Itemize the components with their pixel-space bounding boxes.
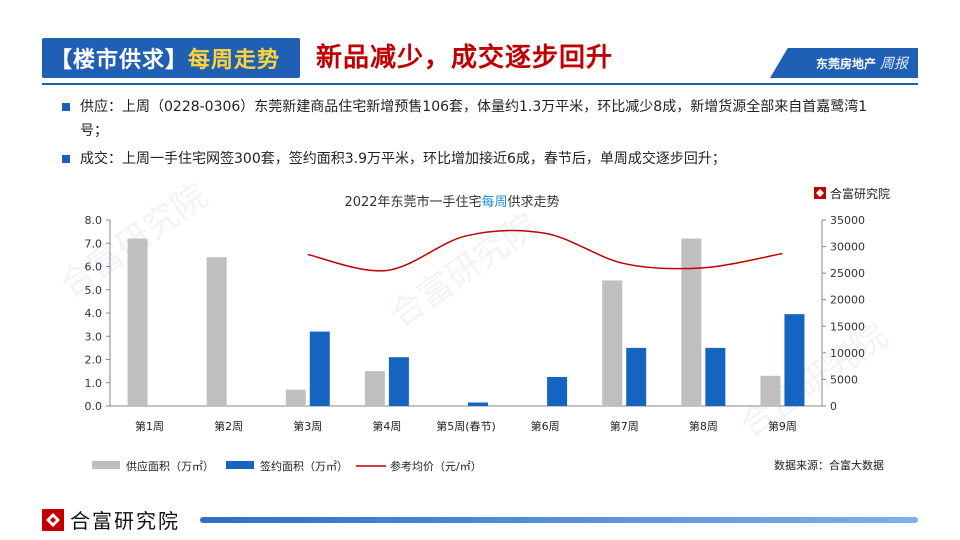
bullet-list: 供应：上周（0228-0306）东莞新建商品住宅新增预售106套，体量约1.3万… <box>62 95 892 175</box>
x-tick-label: 第1周 <box>135 419 164 433</box>
y-tick-label-right: 15000 <box>830 320 865 333</box>
bullet-deals: 成交：上周一手住宅网签300套，签约面积3.9万平米，环比增加接近6成，春节后，… <box>62 147 892 171</box>
brand-text: 东莞房地产 <box>815 56 876 71</box>
footer-logo: 合富研究院 <box>42 505 180 534</box>
watermark-text: 合富研究院 <box>733 316 895 446</box>
watermark-text: 合富研究院 <box>383 206 545 336</box>
chart-title-part: 2022年东莞市一手住宅 <box>344 194 481 210</box>
chart-line <box>307 229 783 272</box>
company-logo-icon <box>42 508 64 531</box>
bar-signed <box>705 347 726 406</box>
bar-supply <box>602 280 623 406</box>
bar-signed <box>784 314 805 406</box>
section-tag-left: 【楼市供求】 <box>50 48 189 73</box>
y-tick-label-left: 4.0 <box>85 307 103 320</box>
y-tick-label-right: 35000 <box>830 214 865 227</box>
bar-signed <box>468 402 488 406</box>
legend-swatch <box>226 461 254 469</box>
data-source: 数据来源：合富大数据 <box>774 458 884 472</box>
legend-label: 供应面积（万㎡） <box>126 459 214 473</box>
chart-logo: 合富研究院 <box>814 186 890 201</box>
bar-supply <box>681 238 702 406</box>
y-tick-label-right: 0 <box>830 400 837 413</box>
x-tick-label: 第7周 <box>610 419 639 433</box>
y-tick-label-left: 2.0 <box>85 354 103 367</box>
chart-logo-text: 合富研究院 <box>830 186 890 201</box>
chart-axes: 0.0 1.0 2.0 3.0 4.0 5.0 6.0 7.0 8.0 0 5000 10000 150… <box>85 214 866 413</box>
legend-label: 签约面积（万㎡） <box>260 459 348 473</box>
y-tick-label-left: 6.0 <box>85 261 103 274</box>
chart-title: 2022年东莞市一手住宅每周供求走势 <box>344 194 559 210</box>
legend-label: 参考均价（元/㎡） <box>390 459 482 473</box>
x-tick-label: 第4周 <box>372 419 401 433</box>
y-tick-label-right: 5000 <box>830 373 858 386</box>
bar-signed <box>388 357 409 406</box>
chart-bars <box>127 238 805 406</box>
bullet-supply: 供应：上周（0228-0306）东莞新建商品住宅新增预售106套，体量约1.3万… <box>62 95 892 143</box>
x-tick-label: 第2周 <box>214 419 243 433</box>
chart-title-part: 供求走势 <box>508 194 560 210</box>
bar-signed <box>309 331 330 406</box>
page-headline: 新品减少，成交逐步回升 <box>316 43 614 73</box>
chart-legend: 供应面积（万㎡） 签约面积（万㎡） 参考均价（元/㎡） <box>92 459 482 473</box>
x-tick-label: 第3周 <box>293 419 322 433</box>
x-tick-label: 第5周(春节) <box>436 419 496 433</box>
y-tick-label-left: 5.0 <box>85 284 103 297</box>
footer-divider <box>200 517 918 523</box>
y-tick-label-left: 3.0 <box>85 330 103 343</box>
y-tick-label-left: 8.0 <box>85 214 103 227</box>
bar-supply <box>760 375 781 406</box>
y-tick-label-right: 25000 <box>830 267 865 280</box>
bullet-text: 成交：上周一手住宅网签300套，签约面积3.9万平米，环比增加接近6成，春节后，… <box>80 151 726 167</box>
chart-title-highlight: 每周 <box>482 194 508 210</box>
chart-logo-mark <box>816 189 824 197</box>
chart-x-labels: 第1周 第2周 第3周 第4周 第5周(春节) 第6周 第7周 第8周 第9周 <box>135 419 797 433</box>
x-tick-label: 第9周 <box>768 419 797 433</box>
bar-supply <box>364 371 385 406</box>
y-tick-label-right: 30000 <box>830 241 865 254</box>
bar-supply <box>206 257 227 406</box>
brand-badge: 东莞房地产 周报 <box>770 48 918 78</box>
price-line <box>307 229 783 272</box>
x-tick-label: 第8周 <box>689 419 718 433</box>
bullet-marker <box>62 103 70 111</box>
bar-supply <box>127 238 148 406</box>
y-tick-label-left: 7.0 <box>85 237 103 250</box>
bar-supply <box>285 389 306 406</box>
legend-swatch <box>92 461 120 469</box>
y-tick-label-right: 10000 <box>830 347 865 360</box>
y-tick-label-right: 20000 <box>830 294 865 307</box>
section-tag-right: 每周走势 <box>188 48 281 73</box>
section-tag: 【楼市供求】 每周走势 <box>42 38 300 78</box>
bar-signed <box>547 376 568 406</box>
bullet-text: 供应：上周（0228-0306）东莞新建商品住宅新增预售106套，体量约1.3万… <box>80 99 868 139</box>
bullet-marker <box>62 155 70 163</box>
footer-logo-text: 合富研究院 <box>70 509 180 533</box>
header-divider <box>42 83 918 85</box>
y-tick-label-left: 1.0 <box>85 377 103 390</box>
y-tick-label-left: 0.0 <box>85 400 103 413</box>
brand-script: 周报 <box>880 56 908 72</box>
x-tick-label: 第6周 <box>531 419 560 433</box>
bar-signed <box>626 347 647 406</box>
